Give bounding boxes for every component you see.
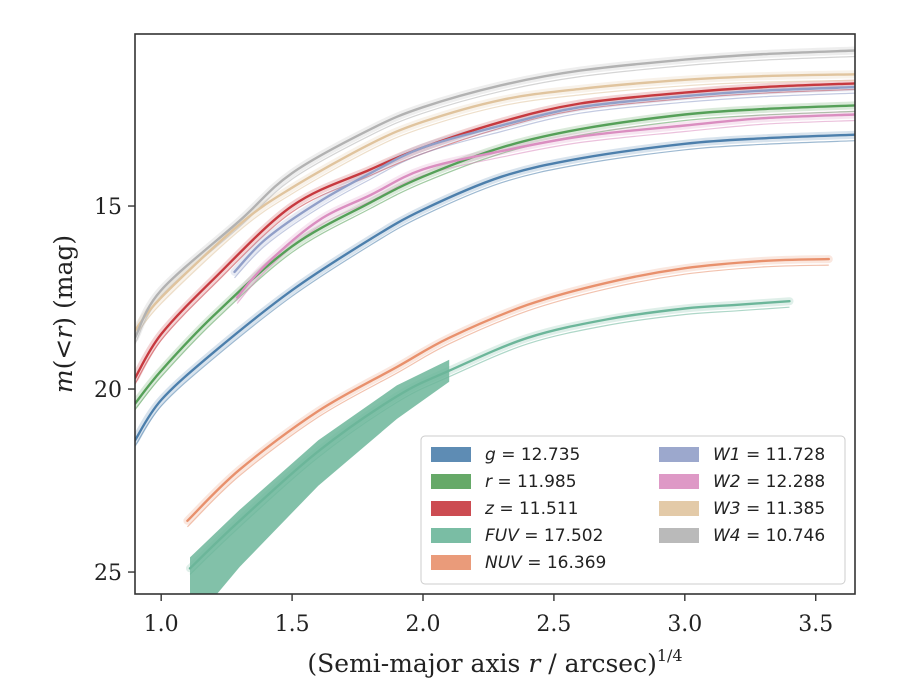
series-w2-line [235, 113, 855, 299]
x-axis: 1.0 1.5 2.0 2.5 3.0 3.5 [144, 594, 833, 637]
legend: g = 12.735 r = 11.985 z = 11.511 FUV = 17.5… [420, 435, 846, 585]
series-r-bound [135, 110, 855, 411]
y-axis: 15 20 25 [94, 195, 135, 586]
y-tick-label: 15 [94, 195, 122, 220]
legend-swatch-r [431, 474, 471, 489]
legend-label-w1: W1 = 11.728 [713, 445, 825, 465]
legend-swatch-fuv [431, 528, 471, 543]
series-fuv-line [188, 300, 791, 570]
y-axis-label: m(<r) (mag) [49, 235, 78, 393]
x-tick-label: 3.0 [667, 612, 702, 637]
legend-swatch-w3 [659, 501, 699, 516]
y-tick-label: 20 [94, 378, 122, 403]
legend-label-w2: W2 = 12.288 [713, 472, 825, 492]
x-tick-label: 3.5 [798, 612, 833, 637]
series-w4-bound [135, 55, 855, 345]
series-fuv-error-wedge [190, 359, 450, 594]
legend-box [420, 435, 846, 585]
legend-label-w4: W4 = 10.746 [713, 526, 825, 546]
legend-label-nuv: NUV = 16.369 [485, 553, 606, 573]
x-tick-label: 2.0 [406, 612, 441, 637]
series-w1-line [233, 85, 855, 274]
series-w3-bound [135, 79, 855, 337]
x-tick-label: 1.0 [144, 612, 179, 637]
legend-swatch-z [431, 501, 471, 516]
series-w3-line [135, 73, 855, 332]
legend-swatch-w1 [659, 447, 699, 462]
series-g-bound [135, 140, 855, 447]
legend-swatch-w2 [659, 474, 699, 489]
series-w4-line [135, 49, 855, 339]
legend-swatch-w4 [659, 528, 699, 543]
x-tick-label: 1.5 [275, 612, 310, 637]
series-nuv-line [186, 257, 830, 522]
series-g-line [135, 133, 855, 442]
legend-label-g: g = 12.735 [485, 445, 580, 465]
legend-label-r: r = 11.985 [485, 472, 577, 492]
legend-label-z: z = 11.511 [484, 499, 578, 519]
legend-swatch-g [431, 447, 471, 462]
y-tick-label: 25 [94, 561, 122, 586]
legend-label-fuv: FUV = 17.502 [485, 526, 603, 546]
series-lines [135, 49, 855, 570]
series-nuv-bound [186, 264, 829, 528]
legend-label-w3: W3 = 11.385 [713, 499, 825, 519]
series-w1-bound [234, 92, 855, 279]
x-tick-label: 2.5 [536, 612, 571, 637]
legend-swatch-nuv [431, 555, 471, 570]
plot-frame [134, 33, 856, 595]
x-axis-label: (Semi-major axis r / arcsec)1/4 [307, 646, 682, 678]
series-r-line [135, 104, 855, 405]
